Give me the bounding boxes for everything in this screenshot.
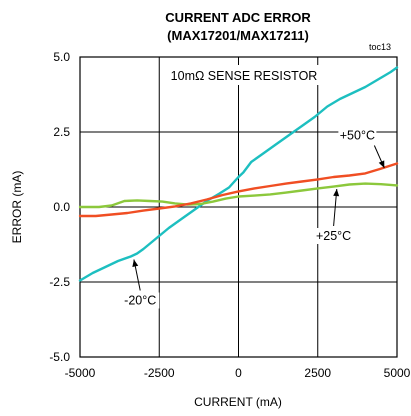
series-line <box>78 182 399 209</box>
x-tick-label: 2500 <box>304 366 331 380</box>
y-axis-label: ERROR (mA) <box>10 171 24 244</box>
annotation-background <box>160 65 330 85</box>
series-label-arrowhead <box>333 189 340 197</box>
sense-resistor-annotation: 10mΩ SENSE RESISTOR <box>171 69 318 83</box>
x-axis-label: CURRENT (mA) <box>194 395 282 409</box>
y-tick-labels: -5.0 -2.5 0.0 2.5 5.0 <box>49 50 70 364</box>
x-tick-label: -5000 <box>65 366 96 380</box>
series-label: -20°C <box>124 294 156 308</box>
series-label-background <box>121 292 160 309</box>
figure-tag: toc13 <box>369 42 391 52</box>
data-series <box>78 66 399 282</box>
y-tick-label: -2.5 <box>49 275 70 289</box>
chart-subtitle: (MAX17201/MAX17211) <box>167 28 309 43</box>
series-label: +25°C <box>316 229 351 243</box>
series-label-background <box>338 127 377 144</box>
grid-lines <box>79 56 398 358</box>
y-tick-label: 2.5 <box>53 125 70 139</box>
x-tick-labels: -5000 -2500 0 2500 5000 <box>65 366 411 380</box>
x-tick-label: 0 <box>235 366 242 380</box>
series-line <box>78 66 399 282</box>
series-labels: +50°C +25°C -20°C <box>121 127 385 309</box>
y-tick-label: 5.0 <box>53 50 70 64</box>
chart-title: CURRENT ADC ERROR <box>165 10 311 25</box>
x-tick-label: -2500 <box>144 366 175 380</box>
y-tick-label: 0.0 <box>53 200 70 214</box>
series-label-arrowhead <box>378 160 385 168</box>
x-tick-label: 5000 <box>384 366 411 380</box>
series-label-background <box>314 228 353 244</box>
series-line <box>78 162 399 218</box>
y-tick-label: -5.0 <box>49 350 70 364</box>
series-label: +50°C <box>340 129 375 143</box>
series-label-arrowhead <box>132 259 139 267</box>
